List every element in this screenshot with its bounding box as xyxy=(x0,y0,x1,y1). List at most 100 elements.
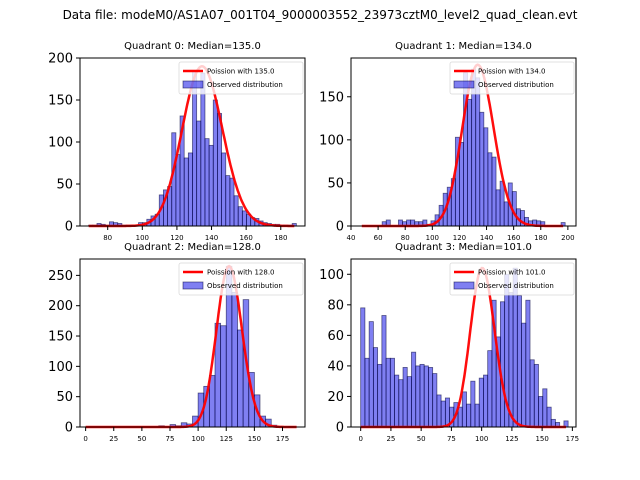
subplot-title: Quadrant 3: Median=101.0 xyxy=(395,242,532,253)
x-tick-label: 0 xyxy=(358,435,362,443)
x-tick-label: 200 xyxy=(561,234,574,242)
y-tick-label: 0 xyxy=(65,421,73,436)
histogram-bar xyxy=(432,373,438,428)
histogram-bar xyxy=(360,307,366,428)
histogram-bar xyxy=(394,374,400,428)
legend-poisson-label: Poission with 135.0 xyxy=(207,68,275,76)
histogram-bar xyxy=(385,357,391,428)
histogram-bar xyxy=(459,142,464,227)
histogram-bar xyxy=(478,377,484,428)
histogram-bar xyxy=(175,154,181,227)
histogram-bar xyxy=(499,301,506,428)
legend-observed-label: Observed distribution xyxy=(478,81,554,89)
histogram-bar xyxy=(474,403,480,428)
y-tick-label: 100 xyxy=(48,136,73,151)
histogram-bar xyxy=(470,380,476,428)
y-tick-label: 0 xyxy=(336,220,344,235)
x-tick-label: 0 xyxy=(83,435,87,443)
y-tick-label: 200 xyxy=(48,52,73,67)
x-tick-label: 175 xyxy=(566,435,579,443)
histogram-bar xyxy=(231,291,238,428)
histogram-bar xyxy=(491,156,497,227)
x-tick-label: 75 xyxy=(166,435,175,443)
histogram-bar xyxy=(237,329,244,428)
histogram-bar xyxy=(368,321,374,428)
legend-box xyxy=(449,61,575,95)
histogram-bar xyxy=(508,292,514,428)
histogram-bar xyxy=(208,144,214,227)
legend: Poission with 134.0 Observed distribution xyxy=(449,61,575,95)
histogram-bar xyxy=(377,363,383,428)
x-tick-label: 60 xyxy=(374,234,383,242)
y-tick-label: 50 xyxy=(56,178,73,193)
histogram-bar xyxy=(411,351,417,428)
histogram-bar xyxy=(483,127,489,227)
histogram-bar xyxy=(529,359,535,428)
x-tick-label: 180 xyxy=(534,234,547,242)
histogram-bar xyxy=(440,400,446,428)
histogram-bar xyxy=(406,376,412,428)
histogram-bar xyxy=(521,322,527,428)
histogram-bar xyxy=(525,299,531,428)
legend-box xyxy=(449,262,575,296)
y-tick-label: 50 xyxy=(327,176,344,191)
histogram-bar xyxy=(221,152,227,227)
histogram-bar xyxy=(479,111,485,227)
y-tick-label: 100 xyxy=(48,360,73,375)
x-tick-label: 120 xyxy=(453,234,466,242)
histogram-bar xyxy=(487,152,493,227)
legend: Poission with 128.0 Observed distribution xyxy=(178,262,304,296)
axes-frame xyxy=(350,57,577,227)
x-tick-label: 100 xyxy=(426,234,439,242)
axes-frame xyxy=(79,258,306,428)
x-tick-label: 40 xyxy=(347,234,356,242)
legend-observed-swatch xyxy=(182,80,204,89)
histogram-bar xyxy=(402,367,408,428)
histogram-bar xyxy=(428,367,434,428)
legend-poisson-label: Poission with 134.0 xyxy=(478,68,546,76)
histogram-bar xyxy=(233,195,239,227)
x-tick-label: 80 xyxy=(103,234,112,242)
histogram-bar xyxy=(183,157,189,227)
histogram-bar xyxy=(372,347,379,428)
y-tick-label: 150 xyxy=(48,94,73,109)
quadrant-3-chart: Quadrant 3: Median=101.0 0 20 40 60 80 100 0 25 5… xyxy=(319,242,579,443)
legend-observed-swatch xyxy=(453,80,475,89)
histogram-bar xyxy=(542,388,548,428)
legend-observed-label: Observed distribution xyxy=(207,81,283,89)
subplot-title: Quadrant 0: Median=135.0 xyxy=(124,41,261,52)
y-tick-label: 80 xyxy=(327,298,344,313)
quadrant-2-chart: Quadrant 2: Median=128.0 0 50 100 150 200 250 0… xyxy=(48,242,306,443)
x-tick-label: 100 xyxy=(136,234,149,242)
histogram-bar xyxy=(225,175,231,227)
histogram-bar xyxy=(229,177,235,227)
y-tick-label: 100 xyxy=(319,133,344,148)
histogram-bar xyxy=(220,325,227,428)
x-tick-label: 25 xyxy=(386,435,395,443)
legend: Poission with 135.0 Observed distribution xyxy=(178,61,304,95)
legend-observed-label: Observed distribution xyxy=(207,282,283,290)
histogram-bar xyxy=(475,77,481,227)
subplot-title: Quadrant 2: Median=128.0 xyxy=(124,242,261,253)
quadrant-0-chart: Quadrant 0: Median=135.0 0 50 100 150 200 80 10… xyxy=(48,41,306,242)
y-tick-label: 150 xyxy=(48,330,73,345)
x-tick-label: 25 xyxy=(109,435,118,443)
histogram-bar xyxy=(187,152,193,227)
histogram-bar xyxy=(461,391,467,428)
y-tick-label: 40 xyxy=(327,359,344,374)
x-tick-label: 140 xyxy=(205,234,218,242)
histogram-bar xyxy=(241,210,247,227)
x-tick-label: 75 xyxy=(447,435,456,443)
histogram-bar xyxy=(364,357,370,428)
x-tick-label: 150 xyxy=(535,435,548,443)
legend-observed-swatch xyxy=(182,281,204,290)
histogram-bar xyxy=(212,99,218,227)
histogram-bar xyxy=(467,98,473,227)
legend-box xyxy=(178,61,304,95)
x-tick-label: 140 xyxy=(480,234,493,242)
histogram-bar xyxy=(503,201,509,227)
axes-frame xyxy=(350,258,577,428)
legend: Poission with 101.0 Observed distribution xyxy=(449,262,575,296)
histogram-bars xyxy=(360,267,569,428)
